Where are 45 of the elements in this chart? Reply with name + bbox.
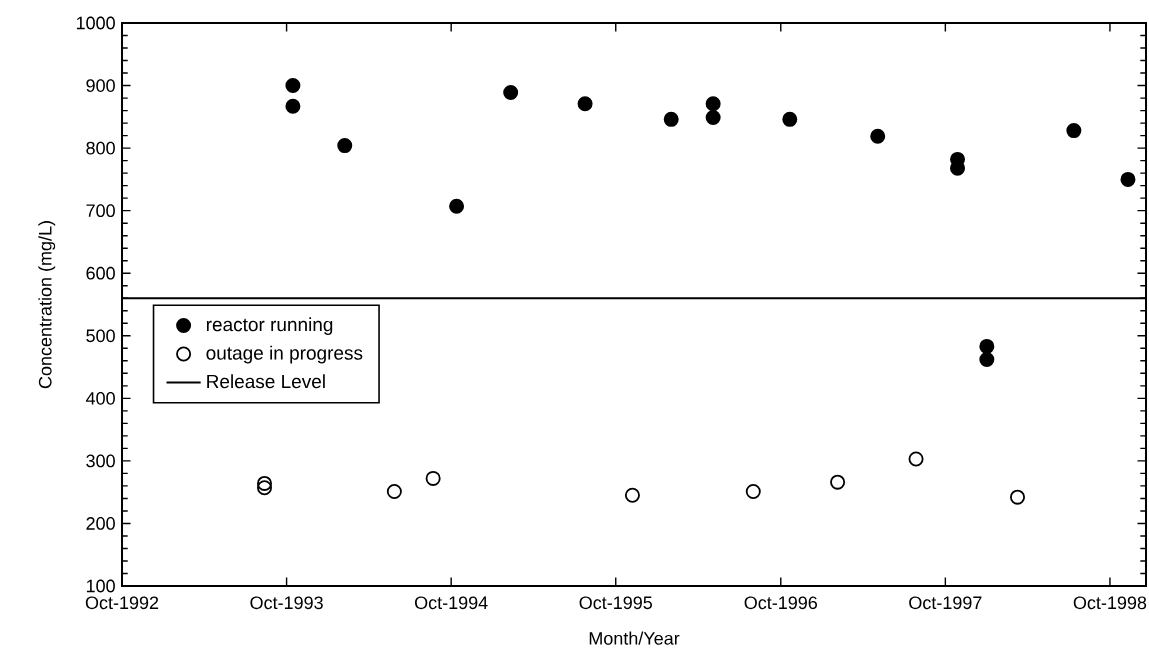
point [745,484,761,500]
x-tick-label: Oct-1996 [744,596,818,610]
point [870,128,886,144]
x-tick-label: Oct-1997 [909,596,982,610]
point [449,198,465,214]
y-tick-label: 400 [85,391,115,405]
point [908,451,924,467]
point [577,96,593,112]
point [1010,489,1025,505]
point [256,480,272,496]
y-tick-label: 700 [86,204,115,218]
point [624,487,640,503]
point [663,111,679,127]
point [337,138,353,154]
y-tick-label: 600 [86,266,115,280]
legend-label: outage in progress [206,345,363,364]
y-tick-label: 300 [86,454,115,468]
y-tick-label: 800 [86,141,115,155]
x-tick-label: Oct-1994 [415,596,488,610]
point [503,84,519,100]
point [1066,123,1082,139]
x-tick-label: Oct-1998 [1073,596,1147,610]
y-axis-title: Concentration (mg/L) [38,221,56,389]
y-tick-label: 1000 [76,16,115,30]
point [285,98,301,114]
legend-label: Release Level [207,374,325,389]
point [705,96,721,112]
point [386,484,402,500]
x-axis-title: Month/Year [589,631,680,645]
point [705,109,721,125]
point [782,111,798,127]
x-tick-label: Oct-1993 [250,596,323,610]
point [830,474,846,490]
point [425,470,441,486]
y-tick-label: 200 [86,517,115,530]
y-tick-label: 100 [86,579,115,593]
point [979,352,995,368]
point [979,338,995,354]
x-tick-label: Oct-1995 [579,596,653,610]
legend-label: reactor running [206,317,333,336]
y-tick-label: 500 [86,329,115,343]
point [256,475,272,491]
point [285,78,301,94]
x-tick-label: Oct-1992 [85,596,159,610]
y-tick-label: 900 [86,79,115,92]
